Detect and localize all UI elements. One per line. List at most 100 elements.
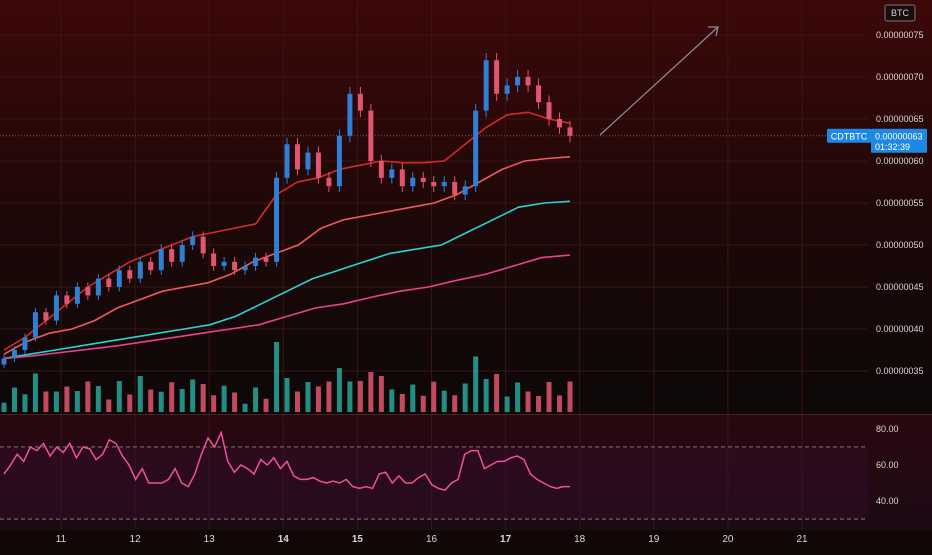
candle-body[interactable] [378, 161, 384, 178]
volume-bar [43, 391, 49, 412]
trend-arrow-line[interactable] [599, 26, 719, 136]
candle-body[interactable] [263, 257, 269, 262]
volume-bar [305, 382, 311, 412]
candle-body[interactable] [85, 287, 91, 296]
volume-bar [525, 391, 531, 412]
volume-bar [232, 392, 238, 412]
candle-body[interactable] [357, 93, 363, 111]
volume-bar [32, 373, 38, 412]
candle-body[interactable] [158, 249, 164, 271]
volume-bar [211, 395, 217, 412]
volume-bar [315, 386, 321, 412]
price-tick-label: 0.00000040 [876, 324, 924, 334]
candle-body[interactable] [546, 102, 552, 119]
candle-body[interactable] [389, 169, 395, 178]
candle-body[interactable] [179, 245, 185, 262]
candle-body[interactable] [116, 270, 122, 287]
volume-bar [326, 381, 332, 412]
price-tick-label: 0.00000070 [876, 72, 924, 82]
currency-label[interactable]: BTC [884, 4, 916, 22]
candle-body[interactable] [336, 135, 342, 187]
candle-body[interactable] [368, 110, 374, 161]
candle-body[interactable] [294, 144, 300, 170]
candle-body[interactable] [200, 236, 206, 254]
candle-body[interactable] [441, 182, 447, 187]
volume-bar [284, 378, 290, 412]
candle-body[interactable] [567, 127, 573, 136]
volume-bar [85, 381, 91, 412]
candle-body[interactable] [452, 182, 458, 195]
candle-body[interactable] [221, 261, 227, 266]
candle-body[interactable] [557, 119, 563, 128]
candlesticks[interactable] [1, 52, 573, 369]
candle-body[interactable] [232, 261, 238, 271]
candle-body[interactable] [347, 93, 353, 136]
candle-body[interactable] [483, 60, 489, 111]
price-tick-label: 0.00000075 [876, 30, 924, 40]
volume-bar [557, 395, 563, 412]
trend-arrow-head[interactable] [708, 26, 719, 37]
candle-body[interactable] [420, 177, 426, 182]
candle-body[interactable] [494, 60, 500, 94]
volume-bar [473, 356, 479, 412]
candle-body[interactable] [399, 169, 405, 187]
currency-label-box[interactable] [884, 4, 916, 22]
candle-body[interactable] [274, 177, 280, 262]
rsi-tick-label: 60.00 [876, 460, 899, 470]
volume-bars [1, 342, 573, 412]
volume-bar [431, 381, 437, 412]
volume-bar [116, 381, 122, 412]
candle-body[interactable] [305, 152, 311, 170]
candle-body[interactable] [11, 350, 17, 359]
candle-body[interactable] [53, 295, 59, 321]
candle-body[interactable] [74, 287, 80, 304]
time-tick-label: 15 [352, 534, 364, 545]
price-tick-label: 0.00000035 [876, 366, 924, 376]
candle-body[interactable] [22, 337, 28, 350]
candle-body[interactable] [504, 85, 510, 94]
candle-body[interactable] [284, 144, 290, 178]
candle-body[interactable] [211, 253, 217, 266]
candle-body[interactable] [137, 261, 143, 279]
volume-bar [357, 381, 363, 412]
candle-body[interactable] [1, 358, 7, 365]
candle-body[interactable] [190, 236, 196, 245]
candle-body[interactable] [462, 186, 468, 195]
volume-bar [294, 391, 300, 412]
candle-body[interactable] [253, 257, 259, 266]
candle-body[interactable] [95, 278, 101, 296]
candle-body[interactable] [43, 312, 49, 321]
candle-body[interactable] [473, 110, 479, 187]
price-tick-label: 0.00000045 [876, 282, 924, 292]
volume-bar [53, 391, 59, 412]
volume-bar [190, 379, 196, 412]
candle-body[interactable] [525, 77, 531, 86]
time-tick-label: 20 [722, 534, 734, 545]
candle-body[interactable] [431, 182, 437, 187]
volume-bar [137, 376, 143, 412]
candle-body[interactable] [326, 177, 332, 187]
time-tick-label: 11 [56, 534, 67, 545]
candle-body[interactable] [410, 177, 416, 187]
candle-body[interactable] [127, 270, 133, 279]
rsi-indicator: 40.00 60.00 80.00 [0, 424, 899, 520]
axes: 0.00000035 0.00000040 0.00000045 0.00000050… [56, 30, 924, 545]
grid-lines [0, 0, 868, 530]
candle-body[interactable] [515, 77, 521, 86]
price-badge-value: 0.00000063 [875, 131, 923, 141]
candle-body[interactable] [242, 266, 248, 271]
candle-body[interactable] [64, 295, 70, 304]
volume-bar [462, 383, 468, 412]
volume-bar [336, 368, 342, 412]
candle-body[interactable] [106, 278, 112, 287]
candle-body[interactable] [536, 85, 542, 103]
candle-body[interactable] [32, 312, 38, 338]
candle-body[interactable] [148, 261, 154, 271]
candle-body[interactable] [169, 249, 175, 262]
volume-bar [536, 396, 542, 412]
price-tick-label: 0.00000050 [876, 240, 924, 250]
candle-body[interactable] [315, 152, 321, 178]
volume-bar [515, 382, 521, 412]
